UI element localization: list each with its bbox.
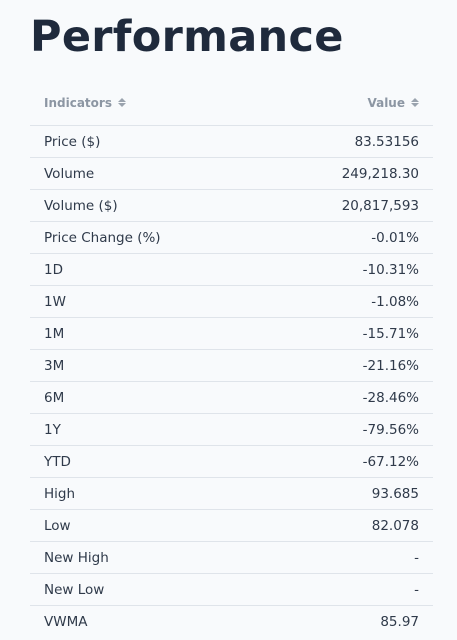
indicator-label: New Low [44, 581, 105, 598]
indicator-value: - [414, 581, 419, 598]
indicator-label: 1Y [44, 421, 61, 438]
table-row: 3M -21.16% [30, 350, 433, 382]
indicator-label: 1D [44, 261, 63, 278]
indicator-label: VWMA [44, 613, 88, 630]
table-row: Price ($) 83.53156 [30, 126, 433, 158]
indicators-column-header[interactable]: Indicators [44, 96, 126, 110]
table-row: VWMA 85.97 [30, 606, 433, 637]
indicator-label: YTD [44, 453, 71, 470]
indicator-value: -10.31% [362, 261, 419, 278]
indicator-label: Volume [44, 165, 95, 182]
indicator-value: 20,817,593 [341, 197, 419, 214]
table-row: 1W -1.08% [30, 286, 433, 318]
value-header-label: Value [367, 95, 405, 110]
table-row: 1M -15.71% [30, 318, 433, 350]
table-row: High 93.685 [30, 478, 433, 510]
indicator-value: 249,218.30 [341, 165, 419, 182]
page-title: Performance [30, 12, 344, 62]
indicator-value: -0.01% [371, 229, 419, 246]
indicators-header-label: Indicators [44, 95, 112, 110]
indicator-label: 1W [44, 293, 66, 310]
table-header: Indicators Value [30, 80, 433, 126]
table-row: Price Change (%) -0.01% [30, 222, 433, 254]
indicator-value: -79.56% [362, 421, 419, 438]
table-row: New High - [30, 542, 433, 574]
indicator-label: Price Change (%) [44, 229, 161, 246]
indicator-value: -15.71% [362, 325, 419, 342]
table-row: Volume 249,218.30 [30, 158, 433, 190]
indicator-value: -67.12% [362, 453, 419, 470]
sort-icon[interactable] [411, 97, 419, 109]
table-row: 1Y -79.56% [30, 414, 433, 446]
performance-table: Indicators Value Price ($) 83.53156 Volume… [30, 80, 433, 637]
table-row: YTD -67.12% [30, 446, 433, 478]
indicator-value: -21.16% [362, 357, 419, 374]
indicator-label: Volume ($) [44, 197, 118, 214]
table-row: Low 82.078 [30, 510, 433, 542]
indicator-label: Price ($) [44, 133, 101, 150]
value-column-header[interactable]: Value [367, 96, 419, 110]
table-body: Price ($) 83.53156 Volume 249,218.30 Volume … [30, 126, 433, 637]
indicator-value: -1.08% [371, 293, 419, 310]
table-row: New Low - [30, 574, 433, 606]
indicator-label: Low [44, 517, 71, 534]
indicator-value: 93.685 [371, 485, 419, 502]
table-row: 6M -28.46% [30, 382, 433, 414]
table-row: Volume ($) 20,817,593 [30, 190, 433, 222]
table-row: 1D -10.31% [30, 254, 433, 286]
indicator-label: 6M [44, 389, 65, 406]
indicator-value: 85.97 [380, 613, 419, 630]
indicator-label: 1M [44, 325, 65, 342]
indicator-value: - [414, 549, 419, 566]
indicator-label: High [44, 485, 76, 502]
indicator-label: New High [44, 549, 109, 566]
indicator-label: 3M [44, 357, 65, 374]
sort-icon[interactable] [117, 97, 126, 109]
indicator-value: 82.078 [371, 517, 419, 534]
indicator-value: 83.53156 [354, 133, 419, 150]
indicator-value: -28.46% [362, 389, 419, 406]
